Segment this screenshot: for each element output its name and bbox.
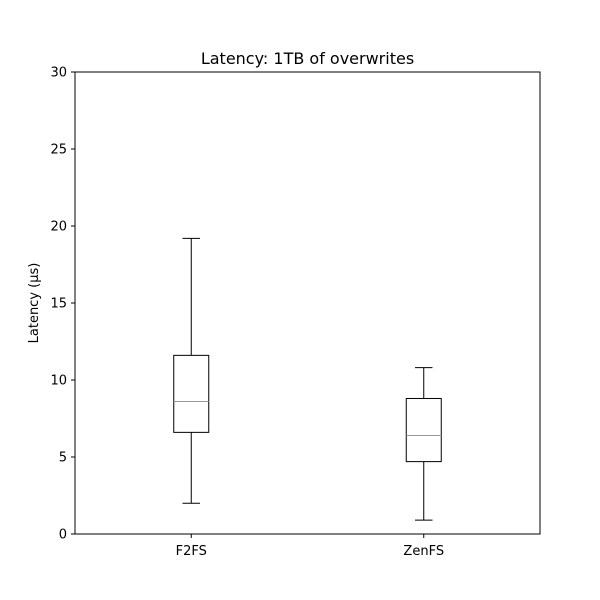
x-tick-label: F2FS <box>176 544 207 559</box>
y-tick-label: 25 <box>50 143 67 158</box>
y-tick-label: 0 <box>59 528 67 543</box>
x-axis: F2FS ZenFS <box>176 534 444 559</box>
x-tick-label: ZenFS <box>403 544 444 559</box>
y-tick-label: 20 <box>50 220 67 235</box>
y-axis: 0 5 10 15 20 25 30 <box>50 66 75 543</box>
chart-title: Latency: 1TB of overwrites <box>201 49 414 68</box>
y-tick-label: 15 <box>50 297 67 312</box>
y-axis-label: Latency (µs) <box>27 263 42 344</box>
y-tick-label: 10 <box>50 374 67 389</box>
y-tick-label: 30 <box>50 66 67 81</box>
box-group <box>405 367 442 521</box>
y-tick-label: 5 <box>59 451 67 466</box>
iqr-box <box>405 397 442 463</box>
boxes <box>173 237 442 521</box>
box-group <box>173 237 210 504</box>
iqr-box <box>173 354 210 433</box>
plot-frame <box>74 71 541 535</box>
plot-area: 0 5 10 15 20 25 30 F2FS ZenFS <box>50 66 541 559</box>
